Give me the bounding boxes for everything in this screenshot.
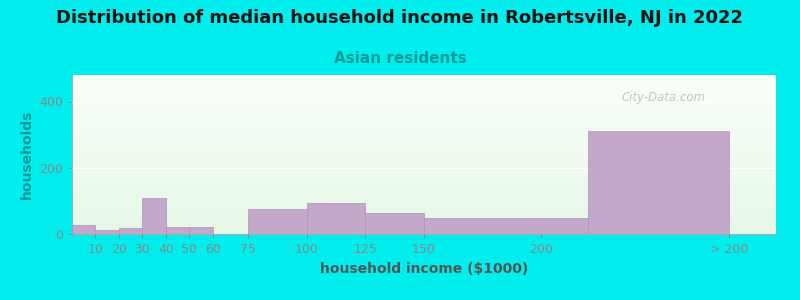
Y-axis label: households: households bbox=[19, 110, 34, 199]
Text: Asian residents: Asian residents bbox=[334, 51, 466, 66]
Bar bbox=[72, 225, 95, 234]
Bar bbox=[95, 230, 119, 234]
Text: Distribution of median household income in Robertsville, NJ in 2022: Distribution of median household income … bbox=[57, 9, 743, 27]
Bar bbox=[190, 227, 213, 234]
Bar bbox=[142, 198, 166, 234]
Bar bbox=[248, 209, 306, 234]
Bar bbox=[166, 227, 190, 234]
Bar bbox=[306, 202, 366, 234]
Bar bbox=[366, 214, 424, 234]
Bar bbox=[119, 228, 142, 234]
Bar bbox=[588, 131, 729, 234]
X-axis label: household income ($1000): household income ($1000) bbox=[320, 262, 528, 276]
Bar bbox=[424, 218, 588, 234]
Text: City-Data.com: City-Data.com bbox=[621, 91, 706, 104]
